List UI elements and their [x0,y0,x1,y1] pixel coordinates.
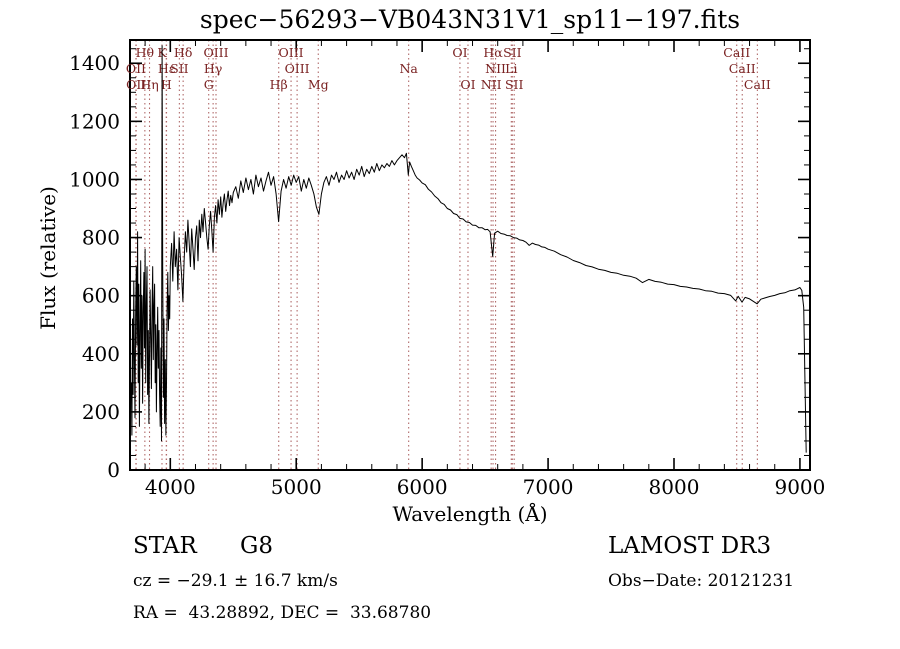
y-tick-label: 600 [82,284,120,308]
spectral-line-label: CaII [723,45,750,60]
cz-value-label: cz = −29.1 ± 16.7 km/s [133,571,338,591]
y-tick-label: 1200 [69,109,120,133]
spectral-line-markers [135,40,758,470]
y-tick-label: 1400 [69,51,120,75]
spectral-line-label: SII [503,45,522,60]
spectral-line-label: H [161,77,172,92]
spectral-line-label: OIII [285,61,310,76]
ra-dec-label: RA = 43.28892, DEC = 33.68780 [133,603,431,623]
x-tick-label: 5000 [271,475,322,499]
axis-ticks: 4000 5000 6000 7000 8000 9000 0 200 400 600 800 100… [69,40,825,499]
obs-date-label: Obs−Date: 20121231 [608,571,794,591]
spectral-line-label: CaII [729,61,756,76]
spectral-line-label: G [204,77,214,92]
spectral-line-label: Li [505,61,517,76]
x-axis-label: Wavelength (Å) [392,501,547,526]
spectral-line-label: Na [399,61,418,76]
x-tick-label: 8000 [649,475,700,499]
object-class-label: STAR [133,533,197,559]
spectral-line-label: OI [460,77,475,92]
spectral-line-label: Hδ [174,45,192,60]
object-subclass-label: G8 [240,533,273,559]
y-tick-label: 200 [82,400,120,424]
y-tick-label: 1000 [69,167,120,191]
x-tick-label: 7000 [523,475,574,499]
y-tick-label: 0 [107,458,120,482]
y-tick-label: 800 [82,226,120,250]
spectral-line-label: Mg [308,77,329,92]
spectral-line-label: Hβ [270,77,288,92]
x-tick-label: 6000 [397,475,448,499]
spectral-line-label: OII [126,61,146,76]
y-axis-label: Flux (relative) [36,186,60,330]
plot-title: spec−56293−VB043N31V1_sp11−197.fits [200,5,740,34]
y-tick-label: 400 [82,342,120,366]
spectral-line-label: CaII [744,77,771,92]
spectral-line-label: OI [452,45,467,60]
spectral-line-label: OIII [203,45,228,60]
spectral-line-label: Hη [140,77,158,92]
spectral-line-label: SII [170,61,189,76]
spectral-line-label: Hγ [204,61,222,76]
spectral-line-label: NII [485,61,506,76]
spectral-line-label: OIII [279,45,304,60]
spectrum-trace [130,45,807,453]
spectral-line-label: OII [126,77,146,92]
spectral-line-label: SII [505,77,524,92]
plot-frame [129,39,811,471]
spectral-line-label: Hθ [136,45,154,60]
x-tick-label: 9000 [774,475,825,499]
spectral-line-label: NII [481,77,502,92]
x-tick-label: 4000 [145,475,196,499]
spectral-line-label: Hα [483,45,503,60]
survey-label: LAMOST DR3 [608,533,771,559]
